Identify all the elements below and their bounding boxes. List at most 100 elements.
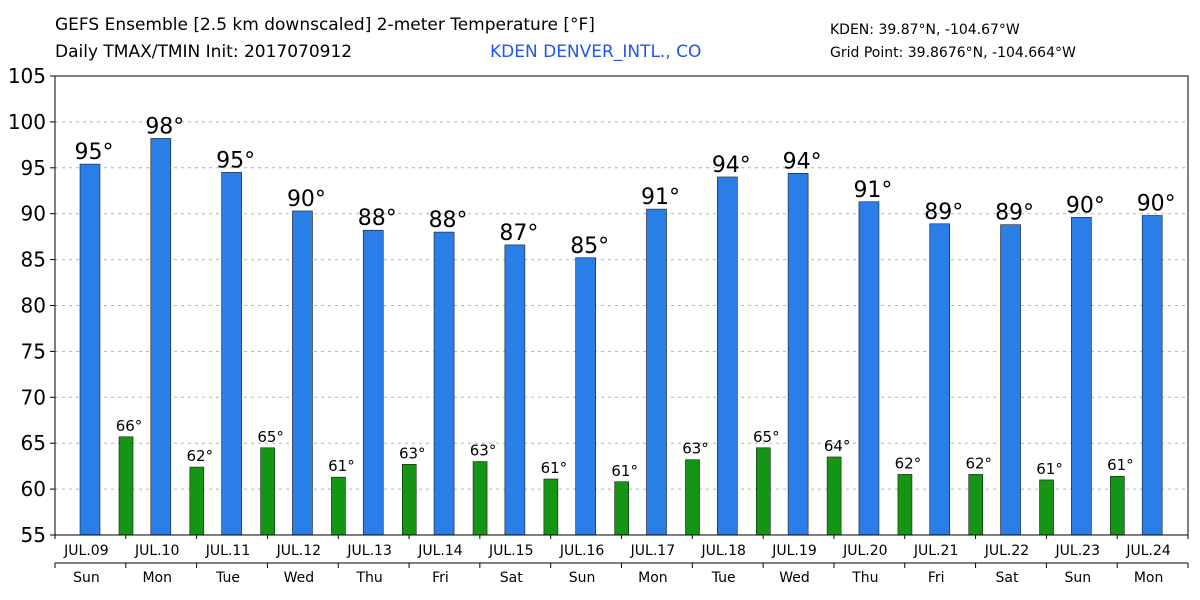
tmin-data-label: 61° xyxy=(1107,456,1134,474)
x-weekday-label: Fri xyxy=(432,570,449,586)
tmin-bar xyxy=(401,464,417,536)
tmax-bar xyxy=(221,172,242,536)
tmin-bar xyxy=(968,474,984,536)
x-date-label: JUL.14 xyxy=(417,543,463,559)
tmax-bar xyxy=(929,223,951,536)
y-tick-label: 75 xyxy=(21,339,46,363)
grid-point-coordinates: Grid Point: 39.8676°N, -104.664°W xyxy=(830,45,1076,61)
x-weekday-label: Sun xyxy=(73,570,100,586)
x-date-label: JUL.18 xyxy=(700,543,745,559)
x-weekday-label: Tue xyxy=(215,570,240,586)
tmin-data-label: 66° xyxy=(116,417,143,435)
tmin-data-label: 61° xyxy=(541,459,568,477)
x-date-label: JUL.21 xyxy=(913,543,958,559)
x-date-label: JUL.12 xyxy=(276,543,321,559)
tmax-bar xyxy=(1141,215,1163,536)
tmax-bar xyxy=(646,208,667,536)
y-tick-label: 70 xyxy=(21,385,46,409)
tmax-bar xyxy=(858,201,880,536)
tmax-data-label: 90° xyxy=(287,187,326,212)
x-date-label: JUL.20 xyxy=(842,543,887,559)
y-tick-label: 65 xyxy=(21,431,46,455)
x-weekday-label: Mon xyxy=(638,570,668,586)
x-date-label: JUL.09 xyxy=(63,543,108,559)
station-coordinates: KDEN: 39.87°N, -104.67°W xyxy=(830,22,1020,38)
tmin-data-label: 63° xyxy=(470,442,497,460)
tmin-bar xyxy=(189,466,205,536)
x-weekday-label: Fri xyxy=(928,570,945,586)
tmin-bar xyxy=(826,456,842,536)
x-weekday-label: Sun xyxy=(1064,570,1091,586)
tmin-data-label: 65° xyxy=(753,428,780,446)
tmax-bar xyxy=(1071,217,1092,536)
tmax-data-label: 89° xyxy=(924,200,963,225)
tmax-bar xyxy=(292,210,313,536)
tmin-data-label: 61° xyxy=(1036,460,1063,478)
tmin-bar xyxy=(543,478,559,536)
x-date-label: JUL.16 xyxy=(559,543,605,559)
y-tick-label: 60 xyxy=(21,477,46,501)
tmin-bar xyxy=(331,476,346,536)
chart-subtitle: Daily TMAX/TMIN Init: 2017070912 xyxy=(55,42,353,62)
tmax-bar xyxy=(717,176,738,536)
x-weekday-label: Wed xyxy=(779,570,810,586)
tmax-bar xyxy=(787,173,809,536)
tmin-bar xyxy=(118,436,134,536)
tmin-bar xyxy=(897,474,913,536)
x-weekday-label: Tue xyxy=(711,570,736,586)
tmin-bar xyxy=(756,447,771,536)
x-date-label: JUL.24 xyxy=(1125,543,1171,559)
x-date-label: JUL.10 xyxy=(134,543,179,559)
tmax-bar xyxy=(1000,224,1021,536)
tmin-bar xyxy=(1039,479,1054,536)
chart-title: GEFS Ensemble [2.5 km downscaled] 2-mete… xyxy=(55,15,595,35)
station-name: KDEN DENVER_INTL., CO xyxy=(490,42,702,62)
tmin-data-label: 63° xyxy=(682,440,709,458)
tmax-bar xyxy=(575,257,596,536)
x-weekday-label: Thu xyxy=(356,570,383,586)
tmax-data-label: 95° xyxy=(216,148,255,173)
x-weekday-label: Sun xyxy=(569,570,596,586)
tmin-bar xyxy=(260,447,275,536)
tmin-data-label: 61° xyxy=(611,462,638,480)
tmax-data-label: 89° xyxy=(995,201,1034,226)
tmax-bar xyxy=(362,229,384,536)
tmax-data-label: 88° xyxy=(429,208,468,233)
tmin-data-label: 62° xyxy=(187,447,214,465)
x-date-label: JUL.17 xyxy=(630,543,675,559)
tmin-bar xyxy=(472,461,488,536)
tmin-data-label: 64° xyxy=(824,437,851,455)
tmin-data-label: 65° xyxy=(257,428,284,446)
x-weekday-label: Sat xyxy=(500,570,523,586)
tmin-bar xyxy=(614,481,629,536)
x-weekday-label: Thu xyxy=(851,570,878,586)
tmax-data-label: 95° xyxy=(75,140,114,165)
y-tick-label: 105 xyxy=(8,64,46,88)
tmax-data-label: 88° xyxy=(358,206,397,231)
y-tick-label: 90 xyxy=(21,202,46,226)
tmax-data-label: 90° xyxy=(1137,192,1176,217)
tmin-bar xyxy=(1110,475,1125,536)
x-date-label: JUL.13 xyxy=(346,543,391,559)
x-date-label: JUL.11 xyxy=(205,543,250,559)
tmax-data-label: 90° xyxy=(1066,193,1105,218)
x-weekday-label: Mon xyxy=(142,570,172,586)
tmin-data-label: 62° xyxy=(965,454,992,472)
x-weekday-label: Wed xyxy=(284,570,315,586)
tmax-data-label: 98° xyxy=(145,114,184,139)
tmin-bar xyxy=(685,459,700,536)
tmax-data-label: 85° xyxy=(570,234,609,259)
x-weekday-label: Mon xyxy=(1134,570,1164,586)
y-tick-label: 55 xyxy=(21,523,46,547)
x-date-label: JUL.15 xyxy=(488,543,533,559)
tmax-data-label: 87° xyxy=(499,221,538,246)
tmax-data-label: 94° xyxy=(712,153,751,178)
tmin-data-label: 61° xyxy=(328,457,355,475)
tmin-data-label: 63° xyxy=(399,444,426,462)
y-tick-label: 85 xyxy=(21,248,46,272)
tmax-bar xyxy=(504,244,526,536)
x-date-label: JUL.19 xyxy=(771,543,816,559)
y-tick-label: 80 xyxy=(21,294,46,318)
tmin-data-label: 62° xyxy=(895,454,922,472)
